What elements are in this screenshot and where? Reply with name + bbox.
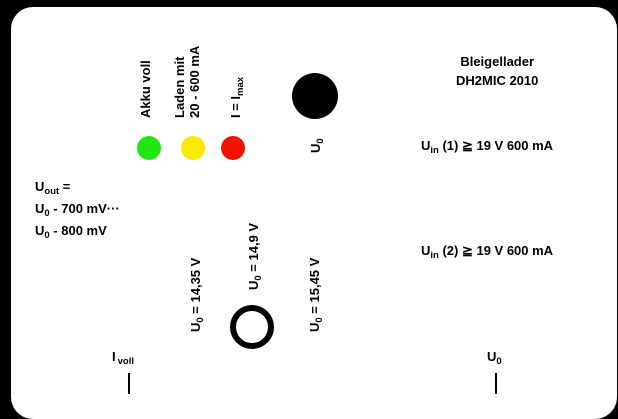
output-socket-top[interactable]: [292, 73, 338, 119]
title-line-2: DH2MIC 2010: [456, 73, 539, 88]
led-label-imax: I = Imax: [228, 76, 246, 118]
led-label-akku-voll: Akku voll: [138, 60, 153, 118]
tick-u0: [495, 373, 497, 394]
bottom-label-u0: U0: [487, 349, 502, 367]
input-spec-1: Uin (1) ≧ 19 V 600 mA: [421, 138, 554, 156]
led-red-indicator: [221, 136, 245, 160]
socket-top-label: U0: [308, 138, 326, 153]
led-green-indicator: [137, 136, 161, 160]
voltage-label-14-35: U0 = 14,35 V: [188, 257, 206, 332]
voltage-adjust-potentiometer[interactable]: [230, 305, 274, 349]
output-voltage-note: Uout = U0 - 700 mV··· U0 - 800 mV: [35, 179, 120, 241]
led-label-laden: Laden mit 20 - 600 mA: [172, 45, 203, 118]
led-yellow-indicator: [181, 136, 205, 160]
voltage-label-14-9: U0 = 14,9 V: [246, 222, 264, 290]
voltage-label-15-45: U0 = 15,45 V: [307, 257, 325, 332]
device-title: Bleigellader DH2MIC 2010: [456, 52, 538, 90]
tick-ivoll: [128, 373, 130, 394]
title-line-1: Bleigellader: [460, 54, 535, 69]
input-spec-2: Uin (2) ≧ 19 V 600 mA: [421, 243, 554, 261]
